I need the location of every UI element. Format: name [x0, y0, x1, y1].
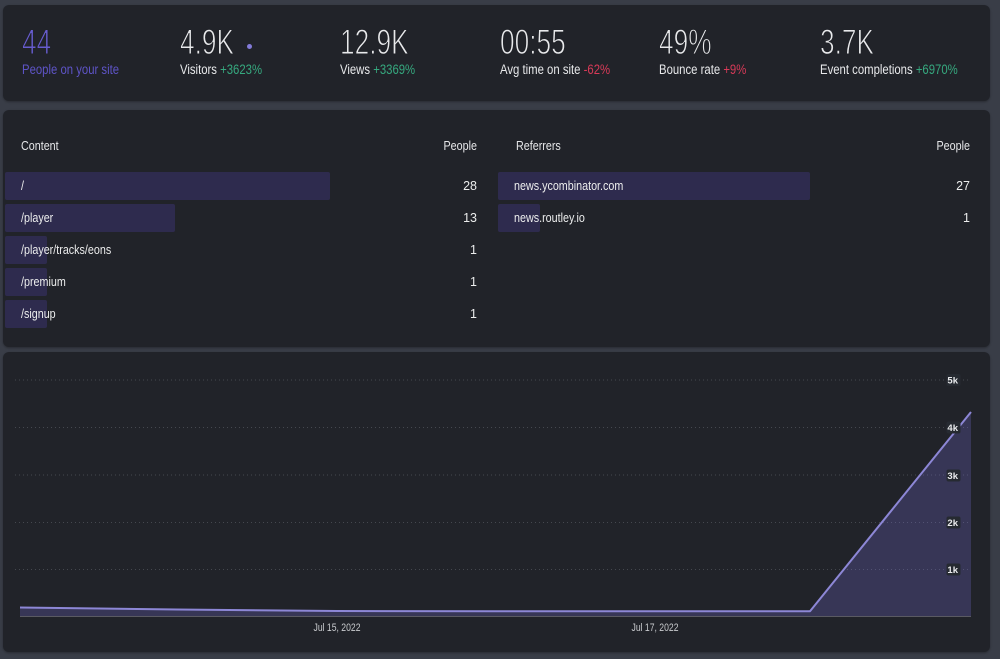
- svg-text:Jul 17, 2022: Jul 17, 2022: [632, 622, 679, 634]
- svg-text:5k: 5k: [947, 376, 958, 387]
- svg-text:Jul 15, 2022: Jul 15, 2022: [314, 622, 361, 634]
- svg-text:2k: 2k: [947, 518, 958, 529]
- svg-text:3k: 3k: [947, 471, 958, 482]
- svg-text:1k: 1k: [947, 565, 958, 576]
- svg-text:4k: 4k: [947, 423, 958, 434]
